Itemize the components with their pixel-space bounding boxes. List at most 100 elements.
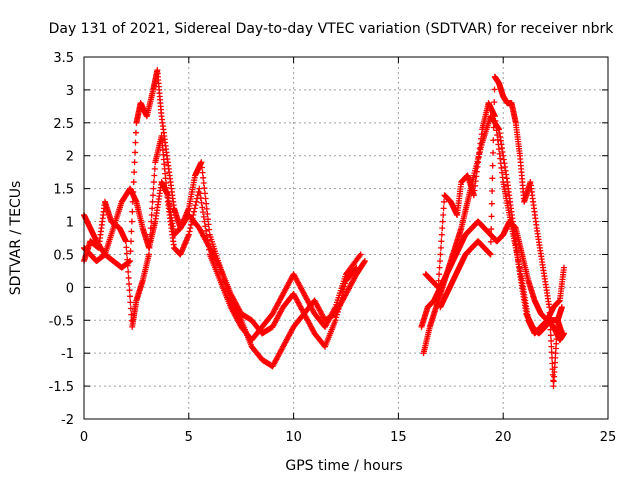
data-point-marker xyxy=(185,231,192,238)
data-point-marker xyxy=(204,216,211,223)
y-axis-ticks: -2 -1.5 -1 -0.5 0 0.5 1 1.5 2 2.5 3 3.5 xyxy=(49,51,608,428)
data-point-marker xyxy=(200,174,207,181)
data-point-marker xyxy=(361,258,368,265)
y-tick-label: 1 xyxy=(66,216,74,231)
data-point-marker xyxy=(131,169,138,176)
data-point-marker xyxy=(125,274,132,281)
data-point-marker xyxy=(547,321,554,328)
y-tick-label: 0 xyxy=(66,281,74,296)
x-tick-label: 15 xyxy=(390,430,407,445)
data-point-marker xyxy=(124,256,131,263)
data-point-marker xyxy=(357,251,364,258)
data-point-marker xyxy=(125,268,132,275)
data-point-marker xyxy=(487,238,494,245)
data-point-marker xyxy=(150,185,157,192)
y-axis-label: SDTVAR / TECUs xyxy=(8,181,24,296)
data-point-marker xyxy=(490,137,497,144)
x-axis-label: GPS time / hours xyxy=(285,458,402,474)
data-point-marker xyxy=(549,360,556,367)
data-point-marker xyxy=(196,185,203,192)
data-point-marker xyxy=(437,251,444,258)
data-point-marker xyxy=(130,179,137,186)
data-point-marker xyxy=(123,244,130,251)
data-point-marker xyxy=(150,192,157,199)
data-point-marker xyxy=(490,149,497,156)
data-point-marker xyxy=(437,244,444,251)
data-point-marker xyxy=(437,258,444,265)
data-point-marker xyxy=(191,205,198,212)
data-point-marker xyxy=(128,228,135,235)
data-point-marker xyxy=(127,248,134,255)
data-point-marker xyxy=(150,179,157,186)
data-point-marker xyxy=(438,231,445,238)
data-point-marker xyxy=(187,225,194,232)
data-point-marker xyxy=(440,205,447,212)
data-point-marker xyxy=(204,237,211,244)
plot-frame xyxy=(83,56,609,420)
data-point-marker xyxy=(200,209,207,216)
data-point-marker xyxy=(128,238,135,245)
data-point-marker xyxy=(203,205,210,212)
data-point-marker xyxy=(126,293,133,300)
y-tick-label: 2.5 xyxy=(53,117,74,132)
data-point-marker xyxy=(546,315,553,322)
data-point-marker xyxy=(146,244,153,251)
data-point-marker xyxy=(548,349,555,356)
data-point-marker xyxy=(491,99,498,106)
data-point-marker xyxy=(334,311,341,318)
data-point-marker xyxy=(548,337,555,344)
y-tick-label: 0.5 xyxy=(53,248,74,263)
data-point-marker xyxy=(202,223,209,230)
data-point-marker xyxy=(198,159,205,166)
x-tick-label: 10 xyxy=(285,430,302,445)
data-point-marker xyxy=(151,165,158,172)
data-points xyxy=(81,67,567,390)
data-point-marker xyxy=(132,149,139,156)
data-point-marker xyxy=(151,172,158,179)
data-point-marker xyxy=(147,225,154,232)
data-point-marker xyxy=(332,317,339,324)
data-point-marker xyxy=(188,221,195,228)
data-point-marker xyxy=(490,111,497,118)
data-point-marker xyxy=(205,221,212,228)
data-point-marker xyxy=(490,124,497,131)
x-tick-label: 25 xyxy=(600,430,617,445)
data-point-marker xyxy=(558,304,565,311)
data-point-marker xyxy=(206,226,213,233)
y-tick-label: -1 xyxy=(61,347,74,362)
data-point-marker xyxy=(488,226,495,233)
data-point-marker xyxy=(203,227,210,234)
data-point-marker xyxy=(128,218,135,225)
data-point-marker xyxy=(489,162,496,169)
data-point-marker xyxy=(487,251,494,258)
x-axis-ticks: 0 5 10 15 20 25 xyxy=(80,57,616,445)
data-point-marker xyxy=(353,264,360,271)
data-point-marker xyxy=(123,250,130,257)
data-point-marker xyxy=(560,330,567,337)
data-point-marker xyxy=(200,179,207,186)
data-point-marker xyxy=(546,309,553,316)
data-point-marker xyxy=(132,129,139,136)
data-point-marker xyxy=(147,231,154,238)
data-point-marker xyxy=(337,300,344,307)
data-point-marker xyxy=(192,202,199,209)
data-point-marker xyxy=(203,200,210,207)
x-tick-label: 5 xyxy=(185,430,193,445)
y-tick-label: 3.5 xyxy=(53,51,74,66)
data-point-marker xyxy=(148,211,155,218)
data-point-marker xyxy=(439,225,446,232)
data-point-marker xyxy=(201,218,208,225)
grid xyxy=(84,57,608,419)
data-point-marker xyxy=(206,246,213,253)
data-point-marker xyxy=(131,159,138,166)
data-point-marker xyxy=(188,218,195,225)
data-point-marker xyxy=(198,199,205,206)
data-point-marker xyxy=(132,139,139,146)
y-tick-label: -0.5 xyxy=(49,314,74,329)
data-point-marker xyxy=(127,299,134,306)
data-point-marker xyxy=(197,190,204,197)
y-tick-label: -1.5 xyxy=(49,380,74,395)
data-point-marker xyxy=(129,198,136,205)
data-point-marker xyxy=(491,86,498,93)
